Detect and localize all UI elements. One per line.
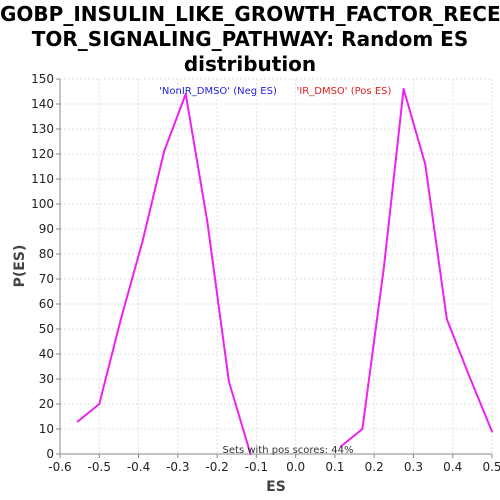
x-tick-label: -0.5 — [88, 460, 111, 474]
x-tick-label: 0.5 — [482, 460, 500, 474]
y-tick-label: 110 — [31, 172, 54, 186]
pos-scores-footer: Sets with pos scores: 44% — [223, 445, 354, 456]
y-tick-labels: 0 10 20 30 40 50 60 70 80 90 100 110 120 130 140 150 — [31, 72, 54, 461]
es-data-point — [206, 220, 209, 223]
y-tick-label: 0 — [46, 447, 54, 461]
x-tick-label: 0.1 — [325, 460, 344, 474]
plot-area — [60, 79, 492, 454]
es-data-point — [76, 420, 79, 423]
x-tick-label: -0.3 — [166, 460, 189, 474]
y-tick-label: 140 — [31, 97, 54, 111]
es-series-line — [340, 88, 493, 448]
es-data-point — [424, 163, 427, 165]
y-tick-label: 120 — [31, 147, 54, 161]
es-data-point — [467, 373, 470, 375]
x-axis-label: ES — [266, 479, 286, 495]
es-data-point — [402, 88, 405, 90]
x-tick-label: 0.0 — [286, 460, 305, 474]
y-tick-label: 60 — [39, 297, 54, 311]
es-data-point — [339, 445, 342, 448]
y-tick-label: 90 — [39, 222, 54, 236]
x-tick-label: -0.1 — [245, 460, 268, 474]
x-tick-label: -0.6 — [48, 460, 71, 474]
es-data-point — [98, 403, 101, 405]
y-tick-label: 100 — [31, 197, 54, 211]
es-data-point — [141, 240, 144, 243]
es-data-point — [184, 93, 187, 95]
chart-title: GOBP_INSULIN_LIKE_GROWTH_FACTOR_RECEP TO… — [0, 2, 500, 77]
y-tick-label: 10 — [39, 422, 54, 436]
axes — [56, 78, 493, 458]
neg-es-annotation: 'NonIR_DMSO' (Neg ES) — [159, 86, 277, 97]
es-data-point — [361, 428, 364, 430]
chart-title-line-1: GOBP_INSULIN_LIKE_GROWTH_FACTOR_RECEP — [0, 2, 500, 26]
chart-title-line-2: TOR_SIGNALING_PATHWAY: Random ES — [31, 27, 469, 51]
x-tick-label: -0.4 — [127, 460, 150, 474]
y-tick-label: 40 — [39, 347, 54, 361]
y-tick-label: 20 — [39, 397, 54, 411]
es-data-point — [383, 265, 385, 268]
y-tick-label: 50 — [39, 322, 54, 336]
x-tick-label: 0.4 — [443, 460, 462, 474]
y-axis-label: P(ES) — [12, 245, 28, 288]
es-data-point — [445, 318, 448, 320]
es-data-point — [119, 318, 122, 320]
es-data-point — [249, 453, 252, 455]
pos-es-annotation: 'IR_DMSO' (Pos ES) — [297, 86, 392, 97]
y-tick-label: 130 — [31, 122, 54, 136]
series-lines — [76, 88, 493, 455]
y-tick-label: 80 — [39, 247, 54, 261]
x-tick-label: -0.2 — [205, 460, 228, 474]
y-tick-label: 150 — [31, 72, 54, 86]
x-tick-label: 0.2 — [365, 460, 384, 474]
y-tick-label: 30 — [39, 372, 54, 386]
es-data-point — [163, 150, 166, 153]
es-data-point — [491, 430, 493, 433]
x-tick-labels: -0.6 -0.5 -0.4 -0.3 -0.2 -0.1 0.0 0.1 0.2 0.3 0.4 0… — [48, 460, 500, 474]
es-data-point — [227, 380, 230, 383]
y-tick-label: 70 — [39, 272, 54, 286]
chart-title-line-3: distribution — [183, 52, 317, 76]
x-tick-label: 0.3 — [404, 460, 423, 474]
